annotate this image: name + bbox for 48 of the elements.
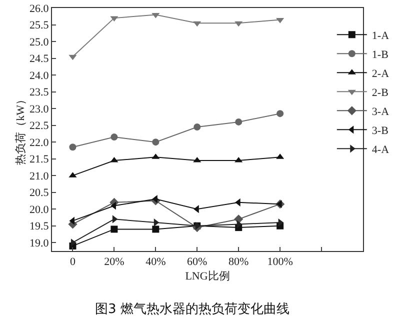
point — [276, 110, 284, 118]
legend-label: 1-A — [372, 30, 390, 42]
x-tick-label: 80% — [228, 256, 249, 268]
y-tick-label: 19.5 — [30, 220, 50, 233]
x-tick-label: 60% — [187, 256, 208, 268]
legend-label: 3-B — [372, 124, 388, 137]
point — [152, 138, 160, 146]
point — [193, 21, 202, 27]
point — [70, 238, 76, 247]
x-tick-label: 40% — [146, 256, 166, 268]
x-tick-label: 100% — [267, 256, 293, 268]
x-tick-label: 20% — [104, 256, 124, 268]
point — [234, 21, 243, 27]
y-tick-label: 25.0 — [30, 36, 50, 48]
point — [110, 226, 118, 233]
y-tick-label: 24.0 — [30, 70, 50, 82]
y-tick-label: 19.0 — [30, 237, 50, 250]
point — [152, 12, 160, 18]
y-tick-label: 25.5 — [30, 20, 50, 32]
point — [68, 54, 77, 60]
y-axis-title: 热负荷（kW） — [14, 94, 28, 165]
point — [276, 18, 284, 24]
y-tick-label: 21.0 — [30, 170, 50, 182]
y-tick-label: 23.5 — [30, 86, 50, 99]
point — [235, 118, 242, 126]
point — [194, 123, 201, 130]
point — [69, 144, 76, 151]
y-tick-label: 20.0 — [30, 204, 50, 216]
point — [152, 226, 160, 233]
legend-label: 1-B — [372, 48, 388, 61]
y-tick-label: 23.0 — [30, 103, 50, 116]
y-tick-label: 24.5 — [30, 53, 50, 66]
point — [110, 16, 118, 22]
point — [112, 215, 118, 224]
y-tick-label: 20.5 — [30, 187, 50, 200]
x-axis-title: LNG比例 — [185, 269, 230, 282]
legend-label: 2-B — [372, 86, 388, 99]
text: 图3 燃气热水器的热负荷变化曲线 — [95, 302, 290, 317]
point — [110, 134, 118, 141]
x-tick-label: 0 — [70, 256, 76, 268]
y-tick-label: 21.5 — [30, 154, 50, 166]
legend-label: 2-A — [372, 68, 390, 80]
legend-label: 3-A — [372, 106, 390, 118]
legend-label: 4-A — [372, 144, 390, 156]
y-tick-label: 22.5 — [30, 120, 50, 132]
point — [236, 220, 242, 228]
y-tick-label: 22.0 — [30, 136, 50, 149]
y-tick-label: 26.0 — [30, 2, 50, 15]
